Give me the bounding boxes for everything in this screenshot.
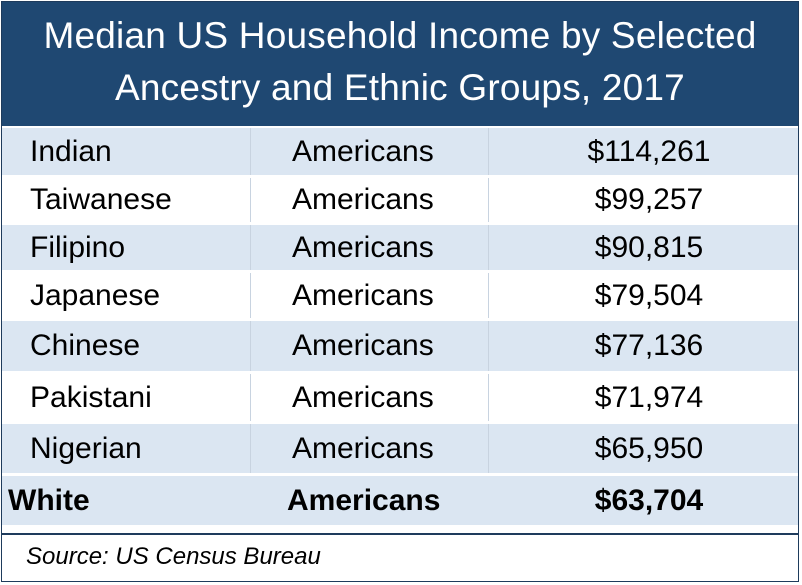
column-divider <box>488 374 489 421</box>
table-row: Chinese Americans $77,136 <box>2 321 798 371</box>
income-value: $99,257 <box>594 183 704 216</box>
group-name: Indian <box>30 134 112 168</box>
group-label: Americans <box>292 380 434 414</box>
income-value: $90,815 <box>594 230 704 264</box>
column-divider <box>250 374 251 421</box>
group-label: Americans <box>292 431 434 465</box>
table-row: Nigerian Americans $65,950 <box>2 424 798 473</box>
column-divider <box>488 273 489 318</box>
table-row: Filipino Americans $90,815 <box>2 225 798 270</box>
column-divider <box>488 225 489 270</box>
group-name: Japanese <box>30 278 161 312</box>
table-row: Indian Americans $114,261 <box>2 128 798 175</box>
table-row: Taiwanese Americans $99,257 <box>2 178 798 222</box>
column-divider <box>250 128 251 175</box>
group-name: Nigerian <box>30 431 142 465</box>
group-label: Americans <box>292 278 434 312</box>
income-value: $63,704 <box>594 483 704 517</box>
group-name: Pakistani <box>30 380 152 414</box>
group-name: Filipino <box>30 230 126 264</box>
income-value: $77,136 <box>594 329 704 362</box>
column-divider <box>488 178 489 222</box>
title-line-2: Ancestry and Ethnic Groups, 2017 <box>115 67 685 108</box>
group-name: Chinese <box>30 329 141 362</box>
group-label: Americans <box>292 329 434 362</box>
table-row: Pakistani Americans $71,974 <box>2 374 798 421</box>
table-title: Median US Household Income by Selected A… <box>2 2 798 126</box>
group-name: Taiwanese <box>30 183 172 216</box>
group-label: Americans <box>292 134 434 168</box>
table-body: Indian Americans $114,261 Taiwanese Amer… <box>2 128 798 525</box>
column-divider <box>488 424 489 473</box>
group-label: Americans <box>292 230 434 264</box>
table-row-highlight: White Americans $63,704 <box>2 476 798 525</box>
income-value: $79,504 <box>594 278 704 312</box>
source-footer: Source: US Census Bureau <box>2 533 798 581</box>
column-divider <box>488 128 489 175</box>
group-label: Americans <box>287 483 441 517</box>
income-value: $71,974 <box>594 380 704 414</box>
income-value: $114,261 <box>587 134 711 168</box>
title-line-1: Median US Household Income by Selected <box>43 15 757 56</box>
column-divider <box>250 424 251 473</box>
income-value: $65,950 <box>594 431 704 465</box>
source-note: Source: US Census Bureau <box>26 543 321 570</box>
column-divider <box>250 178 251 222</box>
column-divider <box>488 321 489 371</box>
column-divider <box>250 225 251 270</box>
group-label: Americans <box>292 183 434 216</box>
table-row: Japanese Americans $79,504 <box>2 273 798 318</box>
group-name: White <box>8 483 90 517</box>
column-divider <box>250 321 251 371</box>
column-divider <box>250 273 251 318</box>
